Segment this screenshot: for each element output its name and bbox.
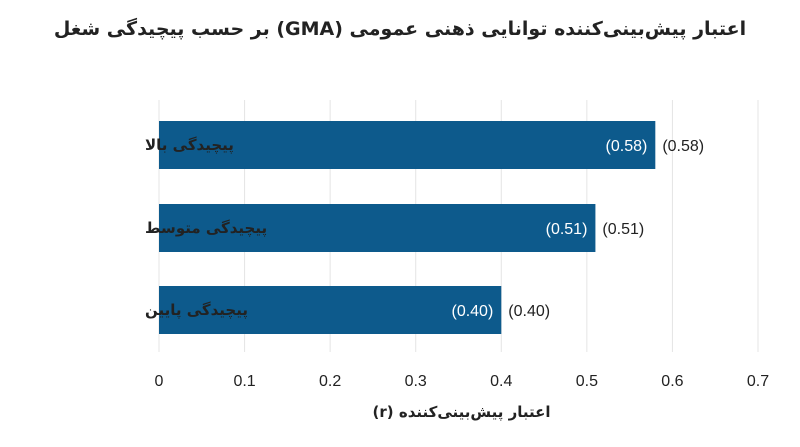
bar	[159, 286, 502, 334]
x-tick-label: 0.3	[405, 373, 427, 390]
x-axis-title: اعتبار پیش‌بینی‌کننده (r)	[373, 403, 551, 422]
data-label-outside: (0.58)	[662, 138, 704, 155]
category-label: پیچیدگی بالا	[145, 136, 234, 155]
data-label-outside: (0.40)	[508, 303, 550, 320]
data-label-inside: (0.40)	[451, 303, 493, 320]
data-label-inside: (0.51)	[546, 221, 588, 238]
data-label-outside: (0.51)	[602, 221, 644, 238]
category-label: پیچیدگی پایین	[145, 301, 248, 320]
x-tick-label: 0.1	[233, 373, 255, 390]
x-tick-label: 0	[155, 373, 164, 390]
x-tick-label: 0.4	[490, 373, 512, 390]
category-label: پیچیدگی متوسط	[145, 219, 267, 238]
x-tick-label: 0.7	[747, 373, 769, 390]
bar	[159, 204, 596, 252]
bar	[159, 121, 656, 169]
chart-title: اعتبار پیش‌بینی‌کننده توانایی ذهنی عمومی…	[53, 18, 747, 40]
data-label-inside: (0.58)	[606, 138, 648, 155]
x-tick-label: 0.5	[576, 373, 598, 390]
x-tick-label: 0.6	[661, 373, 683, 390]
x-tick-label: 0.2	[319, 373, 341, 390]
